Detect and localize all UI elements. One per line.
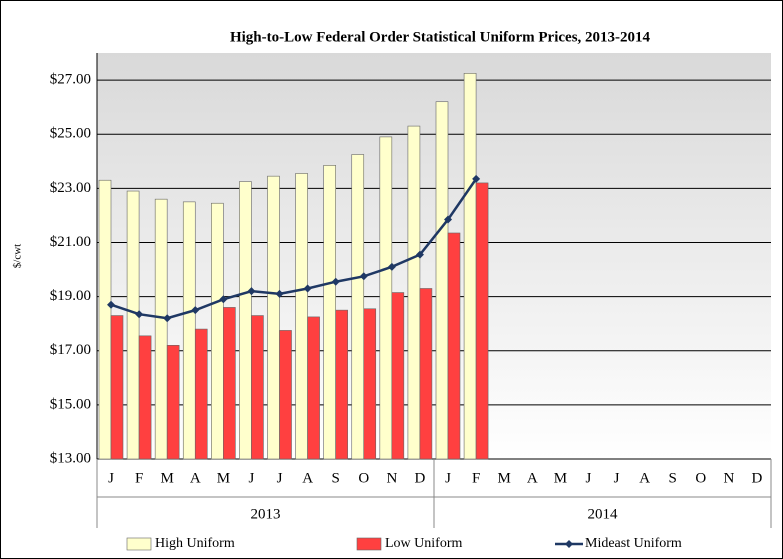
marker — [472, 174, 481, 183]
bar — [419, 288, 433, 460]
legend-swatch — [126, 537, 152, 551]
x-tick-label: J — [586, 470, 592, 486]
bar — [251, 315, 264, 460]
bar — [447, 232, 461, 460]
y-tick-label: $27.00 — [50, 72, 91, 88]
legend-label: Low Uniform — [385, 536, 462, 551]
x-tick-label: D — [752, 470, 763, 486]
marker — [444, 215, 453, 224]
x-tick-label: A — [527, 470, 538, 486]
x-group-label: 2013 — [251, 506, 281, 522]
legend-marker — [565, 540, 573, 548]
x-tick-label: S — [332, 470, 340, 486]
x-tick-label: J — [108, 470, 114, 486]
bar — [351, 154, 365, 460]
x-tick-label: D — [415, 470, 426, 486]
x-tick-label: O — [695, 470, 706, 486]
x-tick-label: N — [386, 470, 397, 486]
bar — [475, 182, 489, 460]
y-tick-label: $17.00 — [50, 342, 91, 358]
y-axis-label: $/cwt — [12, 244, 24, 268]
bar — [267, 175, 280, 460]
x-tick-label: A — [302, 470, 313, 486]
bar — [323, 165, 336, 460]
legend-label: Mideast Uniform — [585, 536, 682, 551]
bar — [223, 307, 236, 460]
marker — [163, 314, 172, 323]
marker — [359, 272, 368, 281]
bar — [211, 202, 224, 460]
line — [110, 178, 478, 320]
bar — [363, 308, 377, 460]
x-tick-label: J — [249, 470, 255, 486]
marker — [135, 310, 144, 319]
x-tick-label: S — [669, 470, 677, 486]
bar — [98, 179, 112, 460]
bar — [166, 345, 180, 460]
y-tick-label: $13.00 — [50, 450, 91, 466]
y-tick-label: $15.00 — [50, 396, 91, 412]
marker — [191, 306, 200, 315]
bar — [407, 125, 421, 460]
legend-swatch — [356, 537, 382, 551]
marker — [387, 262, 396, 271]
plot-area — [97, 53, 771, 459]
bar — [182, 201, 196, 460]
bar — [379, 136, 393, 460]
bar — [307, 316, 320, 460]
bar — [110, 315, 124, 460]
x-tick-label: M — [217, 470, 230, 486]
x-tick-label: N — [723, 470, 734, 486]
bar — [279, 330, 292, 460]
bar — [138, 335, 152, 460]
x-tick-label: M — [554, 470, 567, 486]
x-tick-label: M — [161, 470, 174, 486]
marker — [303, 284, 312, 293]
x-tick-label: A — [639, 470, 650, 486]
x-tick-label: J — [445, 470, 451, 486]
y-tick-label: $19.00 — [50, 288, 91, 304]
x-group-label: 2014 — [588, 506, 619, 522]
bar — [335, 309, 348, 460]
marker — [247, 287, 256, 296]
x-tick-label: F — [472, 470, 480, 486]
bar — [295, 173, 308, 460]
bar — [239, 181, 252, 460]
bar — [126, 190, 140, 460]
x-tick-label: A — [190, 470, 201, 486]
y-tick-label: $25.00 — [50, 126, 91, 142]
x-tick-label: F — [135, 470, 143, 486]
bar — [194, 328, 208, 460]
x-tick-label: J — [614, 470, 620, 486]
marker — [219, 295, 228, 304]
bar — [154, 198, 168, 460]
y-tick-label: $21.00 — [50, 234, 91, 250]
marker — [275, 289, 284, 298]
legend-label: High Uniform — [155, 536, 235, 551]
marker — [107, 300, 116, 309]
bar — [391, 292, 405, 460]
y-tick-label: $23.00 — [50, 180, 91, 196]
chart-title: High-to-Low Federal Order Statistical Un… — [230, 29, 651, 45]
marker — [415, 250, 424, 259]
bar — [435, 101, 449, 460]
marker — [331, 277, 340, 286]
x-tick-label: O — [358, 470, 369, 486]
x-tick-label: J — [277, 470, 283, 486]
x-tick-label: M — [498, 470, 511, 486]
bar — [463, 73, 477, 460]
